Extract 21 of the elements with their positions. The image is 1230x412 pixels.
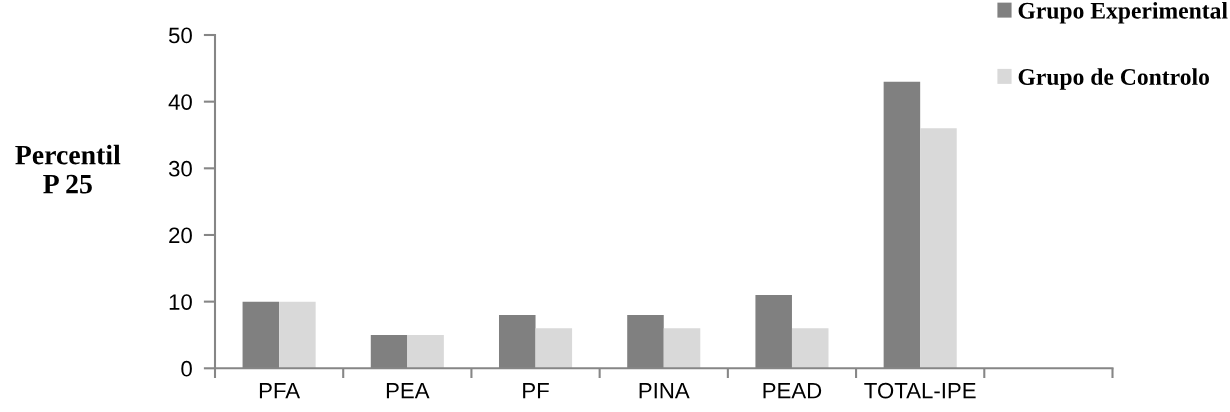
bar — [279, 301, 316, 369]
y-tick-label: 20 — [169, 227, 192, 244]
x-tick-label: PEA — [386, 383, 430, 399]
bar — [791, 328, 829, 369]
y-axis-title: Percentil P 25 — [15, 144, 121, 194]
bar — [663, 328, 701, 369]
legend-label: Grupo Experimental — [1018, 2, 1228, 24]
y-tick-label: 0 — [181, 360, 192, 377]
bar — [407, 334, 444, 369]
legend-label: Grupo de Controlo — [1018, 68, 1209, 90]
y-tick-label: 40 — [168, 94, 192, 110]
y-tick-label: 30 — [168, 160, 192, 177]
x-tick-label: PEAD — [763, 383, 822, 399]
x-tick-label: PF — [523, 383, 549, 399]
x-tick-label: PINA — [639, 383, 690, 399]
x-tick-label: TOTAL-IPE — [864, 382, 976, 399]
bar — [535, 328, 573, 369]
x-tick-label: PFA — [259, 383, 301, 399]
bar — [920, 128, 957, 369]
y-tick-label: 50 — [168, 27, 192, 44]
y-tick-label: 10 — [169, 294, 192, 310]
